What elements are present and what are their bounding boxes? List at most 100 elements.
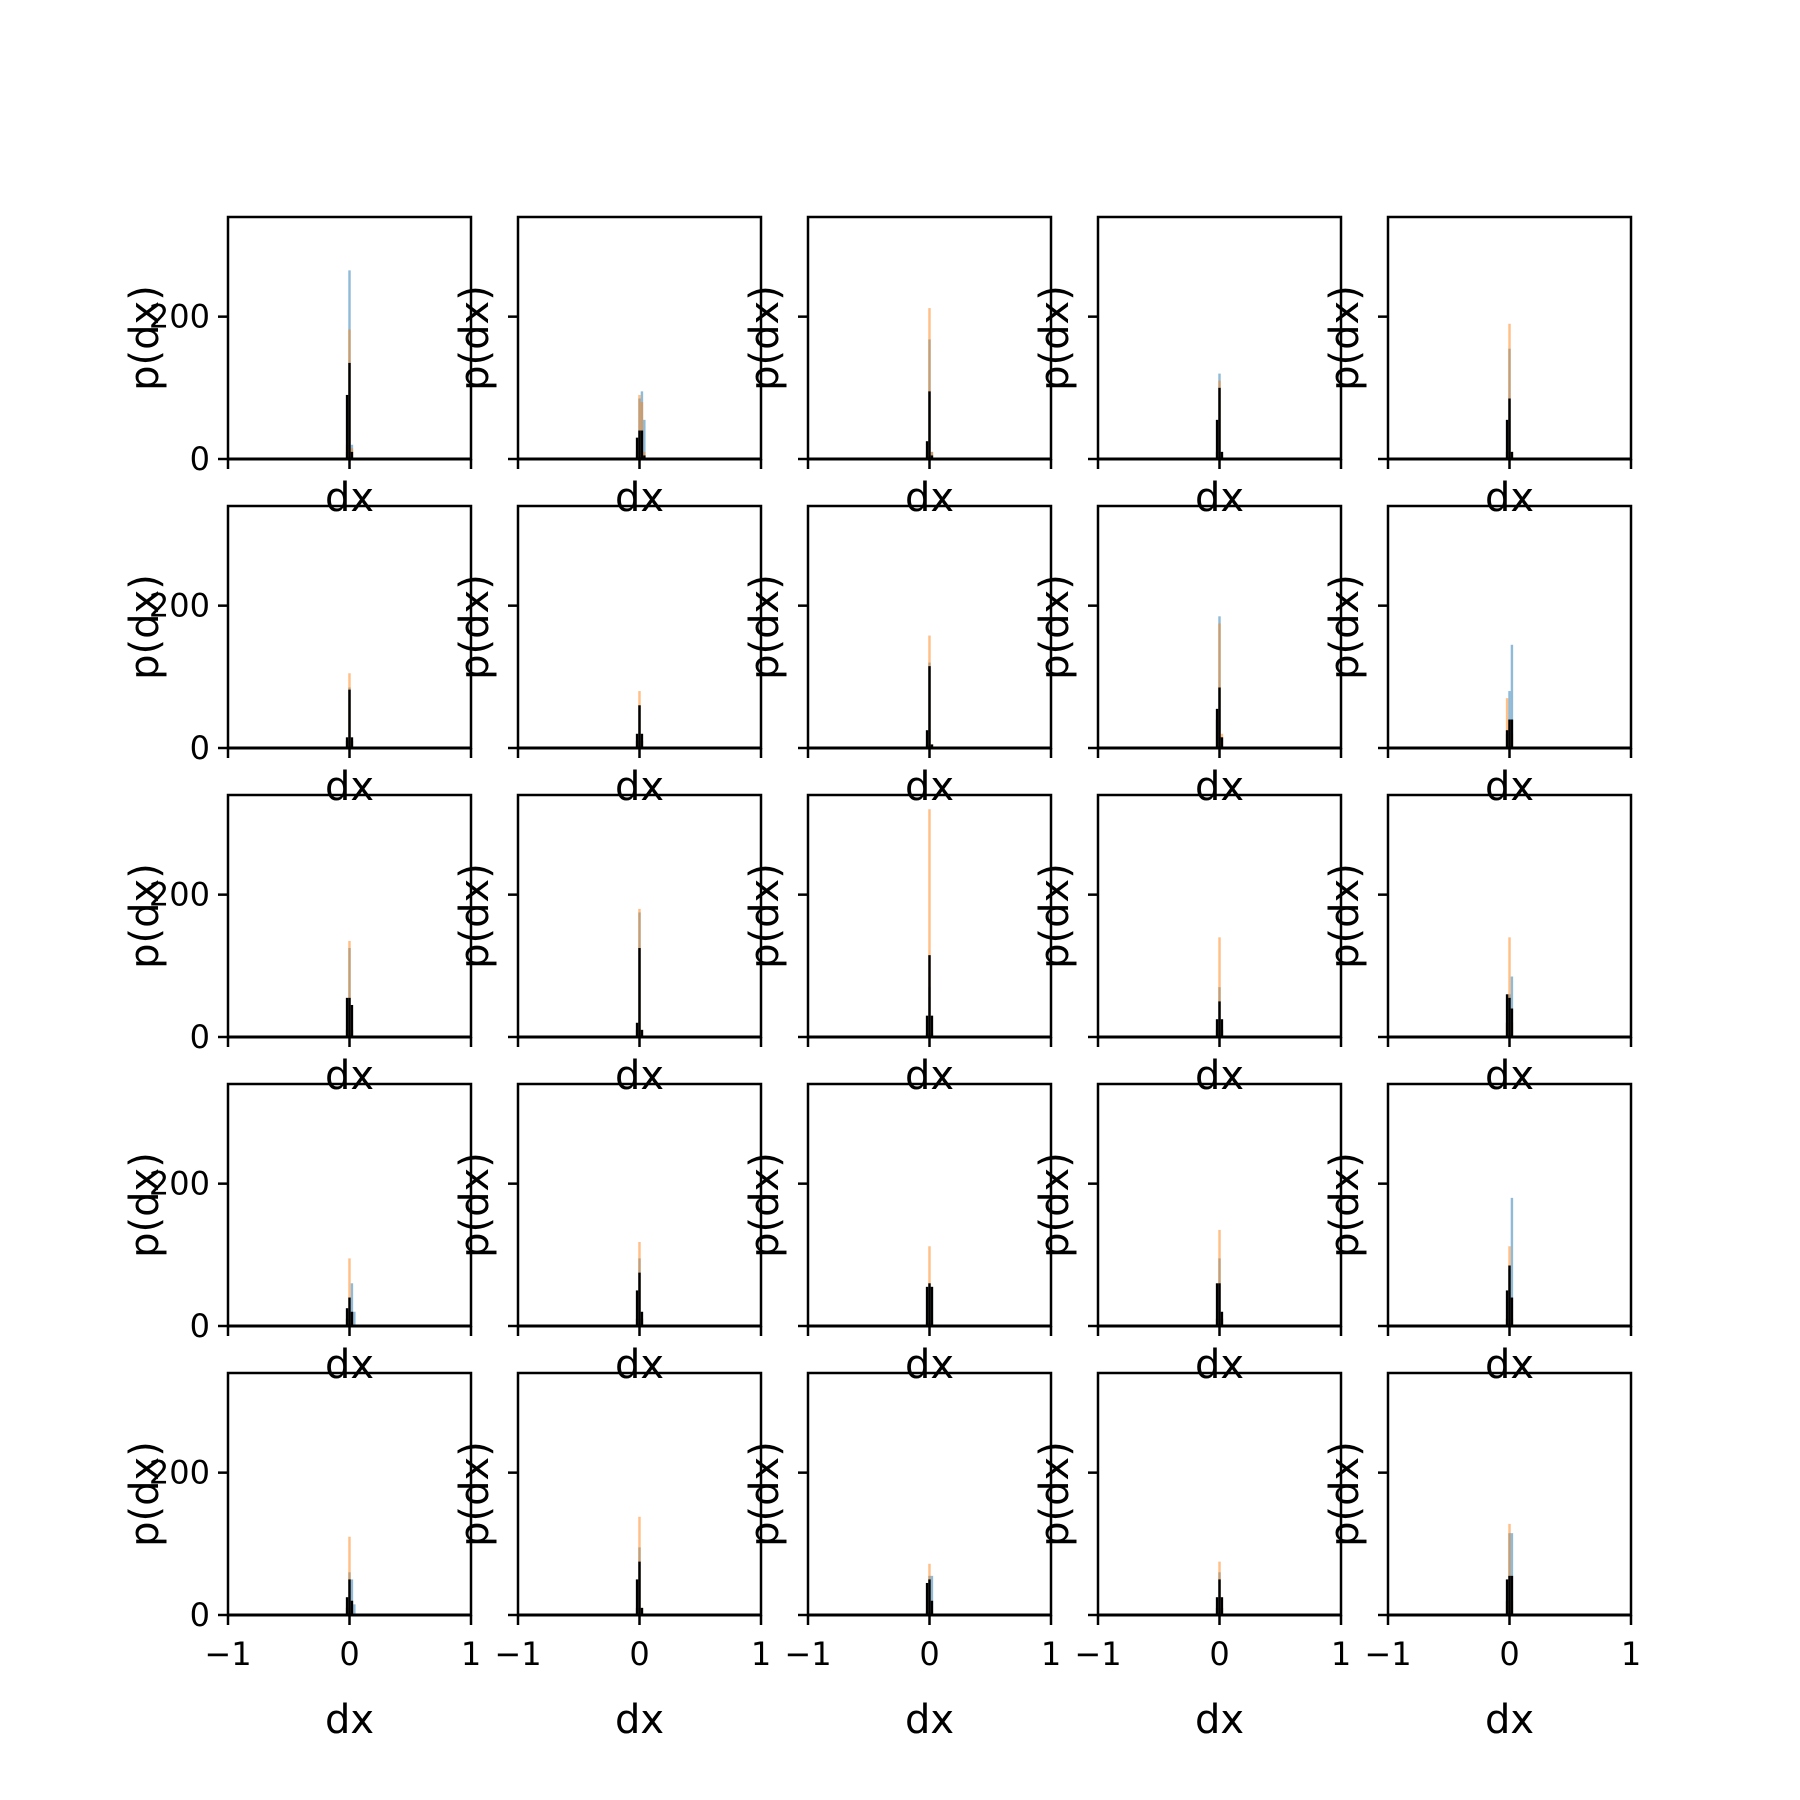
subplot-4-4: dx p(dx)	[1032, 1082, 1343, 1388]
black-histogram-bar	[1508, 398, 1511, 459]
black-histogram-bar	[1505, 419, 1509, 459]
y-axis-label: p(dx)	[1032, 1152, 1078, 1258]
x-axis-label: dx	[1195, 764, 1244, 810]
orange-histogram-bar	[348, 1258, 351, 1326]
black-histogram-bar	[1215, 1019, 1219, 1037]
black-histogram-bar	[635, 733, 639, 748]
y-axis-label: p(dx)	[742, 1441, 788, 1547]
blue-histogram-bar	[1510, 1197, 1514, 1326]
black-histogram-bar	[348, 689, 351, 748]
black-histogram-bar	[635, 1579, 639, 1615]
blue-histogram-bar	[1510, 976, 1514, 1037]
y-axis-label: p(dx)	[1032, 574, 1078, 680]
y-axis-label: p(dx)	[122, 1152, 168, 1258]
subplot-panels: 0200dxp(dx)dxp(dx)dxp(dx)dxp(dx)dxp(dx)0…	[122, 215, 1641, 1743]
black-histogram-bar	[1215, 419, 1219, 459]
black-histogram-bar	[1510, 719, 1514, 748]
subplot-4-3: dx p(dx)	[742, 1082, 1053, 1388]
x-axis-label: dx	[325, 1342, 374, 1388]
black-histogram-bar	[345, 1597, 349, 1615]
y-axis-label: p(dx)	[1032, 863, 1078, 969]
orange-histogram-bar	[1508, 937, 1511, 1037]
y-tick-label: 0	[190, 1596, 210, 1634]
orange-histogram-bar	[1218, 1229, 1221, 1326]
orange-histogram-bar	[1508, 1523, 1511, 1615]
blue-histogram-bar	[350, 1579, 354, 1615]
orange-histogram-bar	[928, 308, 931, 459]
black-histogram-bar	[1508, 719, 1511, 748]
x-tick-label: −1	[494, 1635, 541, 1673]
black-histogram-bar	[638, 1272, 641, 1326]
black-histogram-bar	[1215, 708, 1219, 748]
y-axis-label: p(dx)	[122, 574, 168, 680]
black-histogram-bar	[643, 455, 646, 459]
subplot-4-1: 0 200 dx p(dx)	[122, 1082, 473, 1388]
black-histogram-bar	[350, 1004, 354, 1037]
x-axis-label: dx	[1195, 1697, 1244, 1743]
black-histogram-bar	[1218, 387, 1221, 459]
x-tick-label: −1	[204, 1635, 251, 1673]
subplot-2-5: dx p(dx)	[1322, 504, 1633, 810]
subplot-2-1: 0 200 dx p(dx)	[122, 504, 473, 810]
x-axis-label: dx	[615, 475, 664, 521]
y-axis-label: p(dx)	[452, 285, 498, 391]
x-axis-label: dx	[1485, 764, 1534, 810]
black-histogram-bar	[350, 451, 354, 459]
y-axis-label: p(dx)	[1322, 1441, 1368, 1547]
black-histogram-bar	[635, 437, 639, 459]
orange-histogram-bar	[348, 940, 351, 1037]
black-histogram-bar	[348, 1579, 351, 1615]
black-histogram-bar	[930, 1286, 934, 1326]
y-axis-label: p(dx)	[742, 863, 788, 969]
y-axis-label: p(dx)	[1322, 1152, 1368, 1258]
blue-histogram-bar	[350, 1283, 354, 1326]
x-tick-label: 1	[461, 1635, 481, 1673]
black-histogram-bar	[640, 430, 644, 459]
orange-histogram-bar	[638, 394, 641, 459]
y-tick-label: 0	[190, 1018, 210, 1056]
black-histogram-bar	[1220, 1597, 1224, 1615]
black-histogram-bar	[345, 997, 349, 1037]
black-histogram-bar	[928, 955, 931, 1037]
orange-histogram-bar	[1505, 698, 1509, 748]
black-histogram-bar	[1218, 1283, 1221, 1326]
y-tick-label: 0	[190, 729, 210, 767]
black-histogram-bar	[1218, 1001, 1221, 1037]
x-axis-label: dx	[1485, 1053, 1534, 1099]
black-histogram-bar	[1218, 687, 1221, 748]
x-axis-label: dx	[905, 1053, 954, 1099]
y-axis-label: p(dx)	[452, 1152, 498, 1258]
y-tick-label: 200	[149, 1454, 210, 1492]
y-axis-label: p(dx)	[742, 285, 788, 391]
y-axis-label: p(dx)	[1032, 1441, 1078, 1547]
black-histogram-bar	[348, 997, 351, 1037]
blue-histogram-bar	[930, 1575, 934, 1615]
x-axis-label: dx	[1485, 1342, 1534, 1388]
y-axis-label: p(dx)	[742, 574, 788, 680]
black-histogram-bar	[928, 1283, 931, 1326]
black-histogram-bar	[1508, 1575, 1511, 1615]
black-histogram-bar	[925, 1015, 929, 1037]
black-histogram-bar	[1508, 1265, 1511, 1326]
black-histogram-bar	[1508, 997, 1511, 1037]
x-axis-label: dx	[905, 764, 954, 810]
y-tick-label: 200	[149, 298, 210, 336]
subplot-1-4: dx p(dx)	[1032, 215, 1343, 521]
black-histogram-bar	[925, 441, 929, 459]
y-axis-label: p(dx)	[122, 285, 168, 391]
subplot-1-2: dx p(dx)	[452, 215, 763, 521]
subplot-1-1: 0 200 dx p(dx)	[122, 215, 473, 521]
x-axis-label: dx	[905, 1342, 954, 1388]
black-histogram-bar	[930, 744, 934, 748]
black-histogram-bar	[348, 1297, 351, 1326]
black-histogram-bar	[930, 1015, 934, 1037]
blue-histogram-bar	[353, 1311, 356, 1326]
x-axis-label: dx	[325, 1053, 374, 1099]
subplot-2-3: dx p(dx)	[742, 504, 1053, 810]
black-histogram-bar	[1218, 1579, 1221, 1615]
black-histogram-bar	[1220, 1311, 1224, 1326]
x-axis-label: dx	[1195, 1342, 1244, 1388]
black-histogram-bar	[640, 1029, 644, 1037]
black-histogram-bar	[1215, 1283, 1219, 1326]
black-histogram-bar	[1220, 451, 1224, 459]
